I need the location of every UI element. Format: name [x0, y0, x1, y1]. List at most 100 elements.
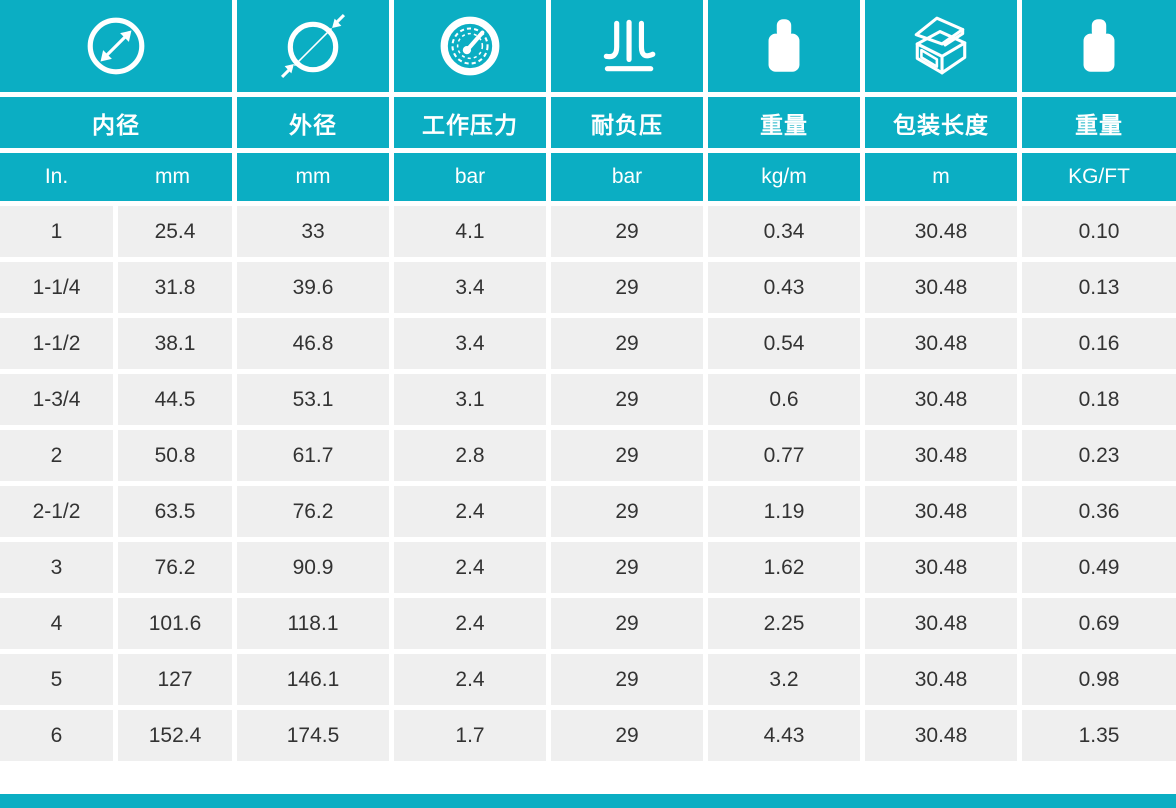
- table-cell: 29: [551, 262, 703, 313]
- weight-icon: [1022, 0, 1176, 92]
- table-cell: 2.4: [394, 542, 546, 593]
- column-title: 外径: [237, 97, 389, 148]
- column-unit: kg/m: [708, 153, 860, 201]
- table-cell: 118.1: [237, 598, 389, 649]
- table-cell: 3.1: [394, 374, 546, 425]
- table-cell: 3.2: [708, 654, 860, 705]
- table-cell: 152.4: [118, 710, 232, 761]
- table-cell: 30.48: [865, 654, 1017, 705]
- table-cell: 31.8: [118, 262, 232, 313]
- table-cell: 3.4: [394, 262, 546, 313]
- table-cell: 0.16: [1022, 318, 1176, 369]
- table-cell: 0.10: [1022, 206, 1176, 257]
- table-cell: 1-1/4: [0, 262, 113, 313]
- weight-icon: [708, 0, 860, 92]
- table-cell: 0.43: [708, 262, 860, 313]
- column-unit: KG/FT: [1022, 153, 1176, 201]
- table-cell: 2.4: [394, 486, 546, 537]
- column-title: 耐负压: [551, 97, 703, 148]
- table-cell: 2-1/2: [0, 486, 113, 537]
- column-units: In. mm: [0, 153, 232, 201]
- table-cell: 0.36: [1022, 486, 1176, 537]
- table-cell: 1.19: [708, 486, 860, 537]
- table-cell: 1.35: [1022, 710, 1176, 761]
- outer-diameter-icon: [237, 0, 389, 92]
- column-title: 工作压力: [394, 97, 546, 148]
- table-cell: 30.48: [865, 430, 1017, 481]
- table-cell: 29: [551, 542, 703, 593]
- column-unit: bar: [551, 153, 703, 201]
- table-cell: 50.8: [118, 430, 232, 481]
- table-cell: 30.48: [865, 206, 1017, 257]
- table-cell: 30.48: [865, 374, 1017, 425]
- table-cell: 46.8: [237, 318, 389, 369]
- table-cell: 2.25: [708, 598, 860, 649]
- table-cell: 4.1: [394, 206, 546, 257]
- table-cell: 0.23: [1022, 430, 1176, 481]
- table-cell: 29: [551, 654, 703, 705]
- table-cell: 30.48: [865, 542, 1017, 593]
- table-cell: 29: [551, 318, 703, 369]
- table-cell: 101.6: [118, 598, 232, 649]
- column-title: 包装长度: [865, 97, 1017, 148]
- column-unit: mm: [237, 153, 389, 201]
- table-cell: 44.5: [118, 374, 232, 425]
- table-cell: 61.7: [237, 430, 389, 481]
- table-cell: 29: [551, 430, 703, 481]
- spec-table: 内径 外径 工作压力 耐负压 重量 包装长度 重量 In. mm mm bar bar kg/m m KG/…: [0, 0, 1176, 761]
- table-cell: 0.69: [1022, 598, 1176, 649]
- table-cell: 2.8: [394, 430, 546, 481]
- table-cell: 76.2: [237, 486, 389, 537]
- table-cell: 33: [237, 206, 389, 257]
- table-cell: 29: [551, 598, 703, 649]
- table-cell: 30.48: [865, 710, 1017, 761]
- table-cell: 6: [0, 710, 113, 761]
- table-cell: 0.13: [1022, 262, 1176, 313]
- table-cell: 1.7: [394, 710, 546, 761]
- table-cell: 3.4: [394, 318, 546, 369]
- table-cell: 29: [551, 374, 703, 425]
- inner-diameter-icon: [0, 0, 232, 92]
- table-cell: 0.77: [708, 430, 860, 481]
- table-cell: 0.34: [708, 206, 860, 257]
- table-cell: 0.54: [708, 318, 860, 369]
- column-title: 内径: [0, 97, 232, 148]
- table-cell: 0.49: [1022, 542, 1176, 593]
- column-unit: m: [865, 153, 1017, 201]
- table-cell: 1-3/4: [0, 374, 113, 425]
- table-cell: 53.1: [237, 374, 389, 425]
- table-cell: 2: [0, 430, 113, 481]
- table-cell: 39.6: [237, 262, 389, 313]
- table-cell: 1: [0, 206, 113, 257]
- table-cell: 0.6: [708, 374, 860, 425]
- table-cell: 2.4: [394, 598, 546, 649]
- table-cell: 2.4: [394, 654, 546, 705]
- table-cell: 30.48: [865, 486, 1017, 537]
- column-title: 重量: [708, 97, 860, 148]
- unit-label: mm: [155, 165, 190, 188]
- table-cell: 127: [118, 654, 232, 705]
- table-cell: 3: [0, 542, 113, 593]
- table-cell: 0.98: [1022, 654, 1176, 705]
- table-cell: 146.1: [237, 654, 389, 705]
- unit-label: In.: [44, 165, 69, 188]
- table-cell: 38.1: [118, 318, 232, 369]
- table-cell: 30.48: [865, 598, 1017, 649]
- bottom-accent-bar: [0, 794, 1176, 808]
- table-cell: 63.5: [118, 486, 232, 537]
- table-cell: 1.62: [708, 542, 860, 593]
- table-cell: 29: [551, 486, 703, 537]
- table-cell: 30.48: [865, 318, 1017, 369]
- table-cell: 29: [551, 206, 703, 257]
- table-cell: 4: [0, 598, 113, 649]
- vacuum-resistance-icon: [551, 0, 703, 92]
- table-cell: 0.18: [1022, 374, 1176, 425]
- table-cell: 174.5: [237, 710, 389, 761]
- table-cell: 90.9: [237, 542, 389, 593]
- table-cell: 25.4: [118, 206, 232, 257]
- column-title: 重量: [1022, 97, 1176, 148]
- package-box-icon: [865, 0, 1017, 92]
- pressure-gauge-icon: [394, 0, 546, 92]
- table-cell: 1-1/2: [0, 318, 113, 369]
- table-cell: 5: [0, 654, 113, 705]
